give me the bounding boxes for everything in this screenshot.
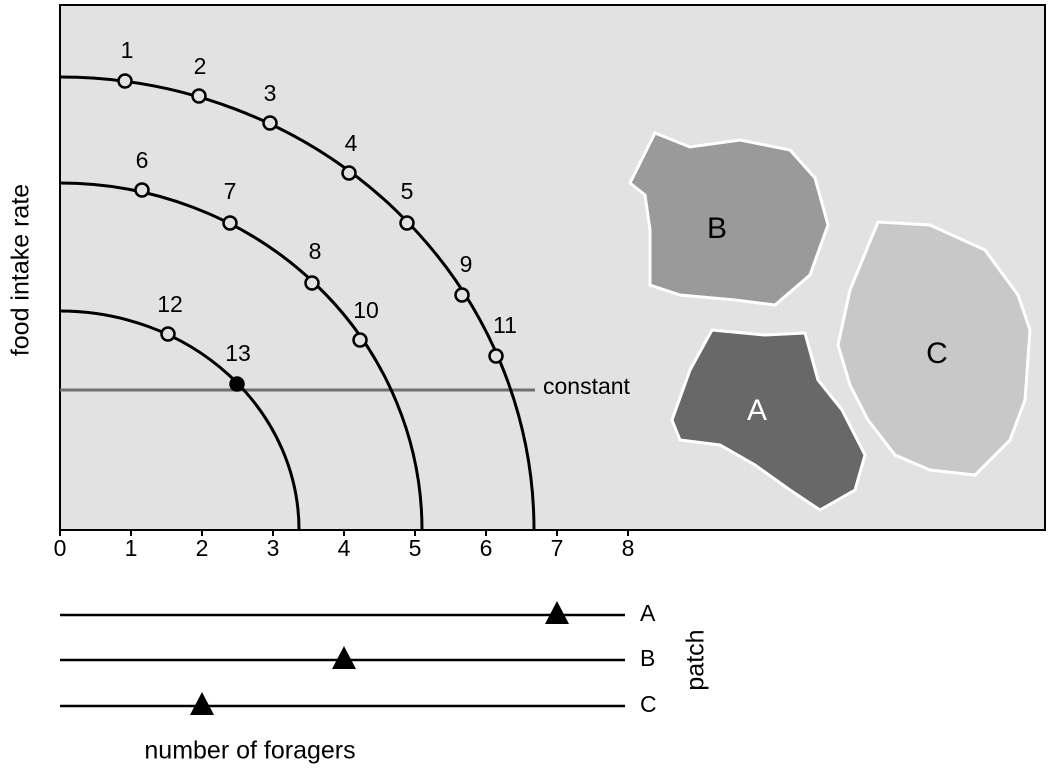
point [401,217,414,230]
figure: B C A constant food intake rate number o… [0,0,1049,774]
point-label: 2 [194,53,207,79]
point [119,75,132,88]
constant-label: constant [543,373,631,399]
point-label: 9 [460,251,473,277]
point-label: 8 [309,238,322,264]
point [264,117,277,130]
x-axis-label: number of foragers [144,737,355,765]
x-tick-label: 2 [196,535,209,561]
x-tick-label: 5 [409,535,422,561]
point-label: 7 [224,178,237,204]
point [231,378,244,391]
point [354,334,367,347]
point-label: 5 [401,178,414,204]
point [162,328,175,341]
point [490,350,503,363]
patch-label: A [747,394,767,427]
point [193,90,206,103]
patch-label: B [707,212,727,245]
forager-marker [332,646,356,669]
point [224,217,237,230]
point-label: 10 [353,297,379,323]
point-label: 1 [121,37,134,63]
patch-label: C [926,337,948,370]
point [343,167,356,180]
x-tick-label: 1 [125,535,138,561]
patch-b [630,133,828,305]
patch-row-label: B [640,645,655,671]
point [136,184,149,197]
point-label: 6 [136,147,149,173]
point-label: 12 [157,291,183,317]
x-tick-label: 6 [480,535,493,561]
x-tick-label: 3 [267,535,280,561]
patch-row-label: C [640,691,657,717]
x-tick-label: 4 [338,535,351,561]
point-label: 4 [345,130,358,156]
x-tick-label: 7 [551,535,564,561]
patch-row-label: A [640,600,656,626]
point-label: 3 [264,80,277,106]
x-tick-label: 0 [54,535,67,561]
point-label: 13 [225,340,251,366]
point [306,277,319,290]
y-axis-label: food intake rate [7,184,35,356]
patch-axis-label: patch [682,629,710,690]
point [456,289,469,302]
x-tick-label: 8 [622,535,635,561]
forager-marker [190,692,214,715]
point-label: 11 [493,312,517,338]
forager-marker [545,601,569,624]
